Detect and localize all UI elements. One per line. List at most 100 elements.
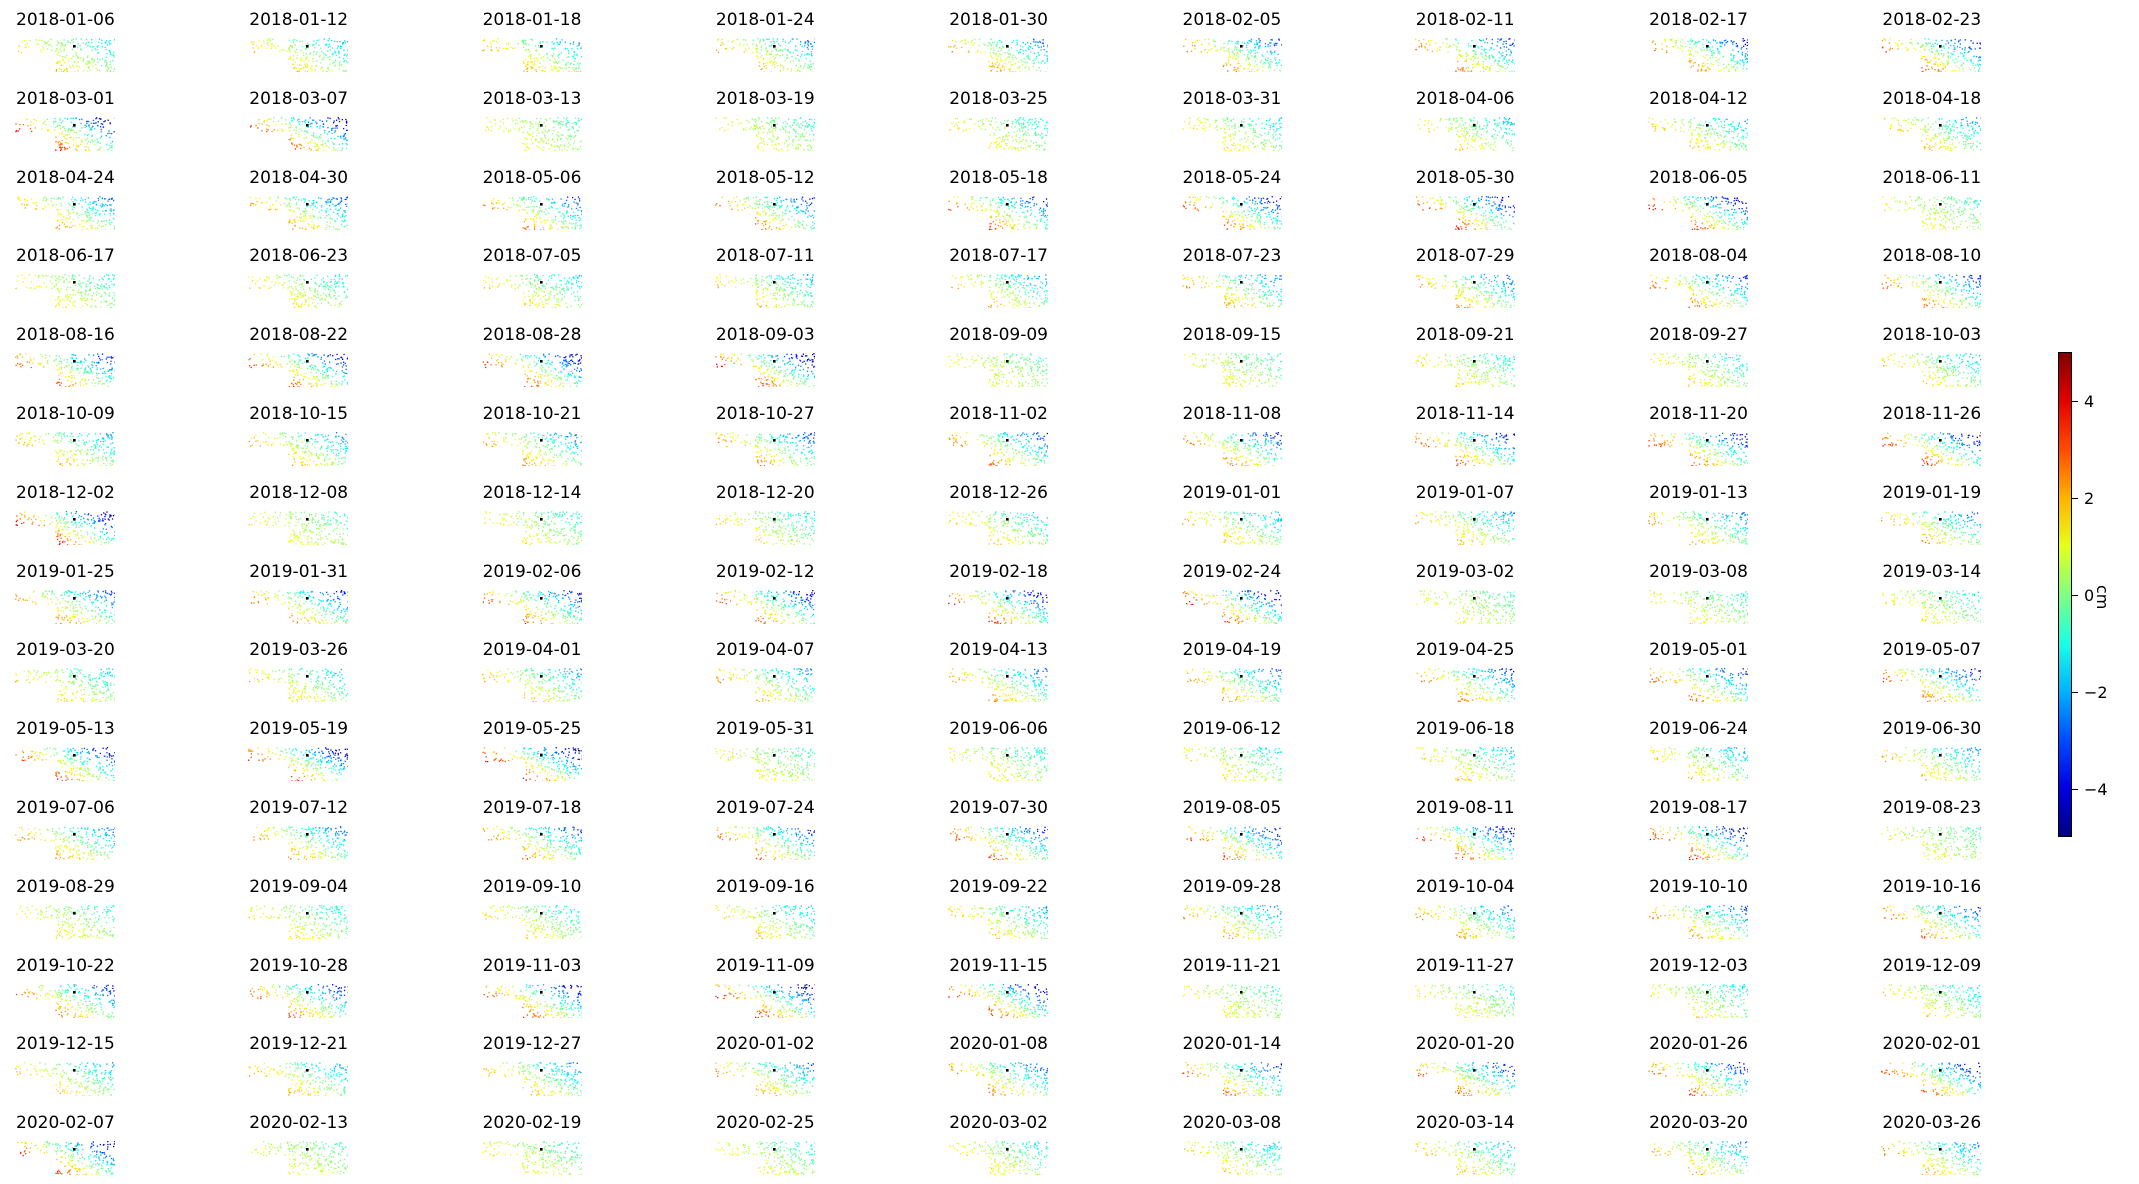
panel-displacement-map — [15, 747, 115, 782]
reference-point-marker — [1706, 517, 1709, 521]
panel-displacement-map — [1648, 510, 1749, 545]
displacement-panel: 2018-06-05 — [1633, 158, 1833, 230]
reference-point-marker — [1006, 1148, 1009, 1151]
colorbar-tick-label: 4 — [2084, 392, 2094, 412]
reference-point-marker — [306, 675, 309, 678]
reference-point-marker — [73, 439, 76, 442]
displacement-panel: 2018-04-12 — [1633, 79, 1833, 151]
panel-date-label: 2019-03-02 — [1416, 562, 1515, 582]
displacement-panel: 2019-03-20 — [0, 630, 200, 703]
panel-date-label: 2019-10-10 — [1649, 877, 1748, 897]
panel-displacement-map — [1182, 589, 1282, 624]
panel-displacement-map — [715, 983, 815, 1018]
panel-date-label: 2018-11-02 — [949, 404, 1048, 424]
reference-point-marker — [73, 517, 76, 521]
panel-displacement-map — [1881, 826, 1982, 860]
panel-displacement-map — [482, 747, 582, 782]
displacement-panel: 2020-01-14 — [1167, 1024, 1367, 1097]
displacement-panel: 2019-01-07 — [1400, 473, 1600, 545]
reference-point-marker — [1472, 911, 1476, 915]
panel-date-label: 2019-07-30 — [949, 798, 1048, 818]
panel-date-label: 2018-08-10 — [1882, 246, 1981, 266]
panel-displacement-map — [483, 983, 582, 1018]
reference-point-marker — [539, 202, 543, 206]
panel-displacement-map — [482, 274, 582, 309]
reference-point-marker — [1472, 439, 1476, 442]
displacement-panel: 2019-10-16 — [1866, 867, 2066, 939]
panel-displacement-map — [714, 195, 815, 230]
panel-date-label: 2019-12-15 — [16, 1034, 115, 1054]
reference-point-marker — [1472, 1069, 1476, 1072]
panel-date-label: 2019-08-23 — [1882, 798, 1981, 818]
panel-displacement-map — [15, 432, 115, 466]
panel-displacement-map — [1186, 826, 1282, 860]
panel-date-label: 2018-12-26 — [949, 483, 1048, 503]
panel-displacement-map — [715, 38, 815, 72]
reference-point-marker — [306, 754, 309, 757]
panel-date-label: 2018-11-26 — [1882, 404, 1981, 424]
panel-displacement-map — [1650, 353, 1749, 388]
colorbar-tick-mark — [2072, 691, 2078, 693]
panel-date-label: 2018-09-03 — [716, 325, 815, 345]
reference-point-marker — [1239, 281, 1243, 284]
panel-displacement-map — [715, 1141, 815, 1176]
displacement-panel: 2019-01-31 — [233, 552, 433, 624]
reference-point-marker — [1706, 990, 1709, 994]
panel-displacement-map — [15, 274, 115, 309]
displacement-panel: 2018-02-17 — [1633, 0, 1833, 72]
displacement-panel: 2019-04-07 — [700, 630, 900, 703]
panel-date-label: 2018-01-30 — [949, 10, 1048, 30]
panel-displacement-map — [249, 1062, 349, 1097]
panel-displacement-map — [253, 826, 349, 860]
reference-point-marker — [1939, 202, 1942, 206]
displacement-panel: 2018-10-15 — [233, 394, 433, 466]
reference-point-marker — [1706, 281, 1709, 284]
panel-date-label: 2018-05-18 — [949, 168, 1048, 188]
displacement-panel: 2020-03-08 — [1167, 1103, 1367, 1176]
reference-point-marker — [1006, 596, 1009, 600]
colorbar-unit-label: cm — [2093, 585, 2112, 609]
panel-displacement-map — [15, 983, 115, 1018]
displacement-panel: 2018-02-05 — [1167, 0, 1367, 72]
panel-displacement-map — [248, 353, 349, 388]
displacement-panel: 2019-01-25 — [0, 552, 200, 624]
displacement-panel: 2019-09-10 — [467, 867, 667, 939]
displacement-panel: 2019-04-13 — [933, 630, 1133, 703]
reference-point-marker — [772, 360, 776, 363]
reference-point-marker — [73, 202, 76, 206]
panel-displacement-map — [1416, 826, 1515, 860]
panel-date-label: 2018-10-27 — [716, 404, 815, 424]
panel-displacement-map — [1882, 195, 1982, 230]
panel-displacement-map — [1185, 668, 1282, 703]
displacement-panel: 2020-03-02 — [933, 1103, 1133, 1176]
panel-date-label: 2018-03-13 — [483, 89, 582, 109]
reference-point-marker — [772, 675, 776, 678]
panel-date-label: 2018-08-04 — [1649, 246, 1748, 266]
reference-point-marker — [1939, 439, 1942, 442]
panel-date-label: 2019-06-06 — [949, 719, 1048, 739]
reference-point-marker — [1239, 990, 1243, 994]
panel-date-label: 2019-02-06 — [483, 562, 582, 582]
panel-displacement-map — [948, 353, 1049, 388]
panel-displacement-map — [1881, 510, 1982, 545]
panel-date-label: 2018-03-07 — [249, 89, 348, 109]
displacement-panel: 2018-09-15 — [1167, 315, 1367, 388]
panel-displacement-map — [248, 432, 349, 466]
displacement-panel: 2019-01-01 — [1167, 473, 1367, 545]
displacement-panel: 2020-03-14 — [1400, 1103, 1600, 1176]
reference-point-marker — [73, 675, 76, 678]
reference-point-marker — [73, 1069, 76, 1072]
panel-displacement-map — [1181, 274, 1282, 309]
panel-displacement-map — [481, 826, 582, 860]
panel-displacement-map — [481, 668, 582, 703]
displacement-panel: 2018-06-17 — [0, 236, 200, 309]
displacement-panel: 2019-05-31 — [700, 709, 900, 782]
reference-point-marker — [1706, 202, 1709, 206]
panel-displacement-map — [1182, 195, 1282, 230]
reference-point-marker — [1939, 281, 1942, 284]
panel-displacement-map — [251, 1141, 349, 1176]
displacement-panel: 2020-03-26 — [1866, 1103, 2066, 1176]
displacement-panel: 2018-08-22 — [233, 315, 433, 388]
displacement-panel: 2019-10-04 — [1400, 867, 1600, 939]
reference-point-marker — [1239, 754, 1243, 757]
